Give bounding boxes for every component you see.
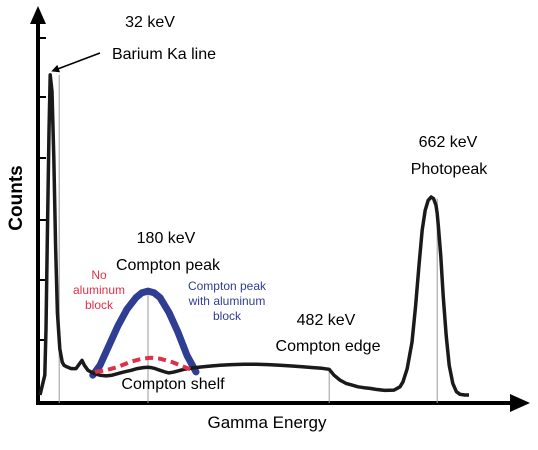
compton-peak-energy-label: 180 keV: [137, 230, 196, 247]
no-aluminum-label-line-3: block: [85, 298, 114, 312]
x-axis-title: Gamma Energy: [207, 413, 327, 432]
series-with-aluminum: [89, 287, 200, 379]
with-aluminum-label: Compton peak with aluminum block: [188, 279, 267, 323]
no-aluminum-label: No aluminum block: [73, 268, 125, 312]
x-axis-arrowhead: [510, 394, 530, 412]
photopeak-energy-label: 662 keV: [419, 134, 478, 151]
barium-pointer-arrow: [51, 52, 101, 73]
no-aluminum-label-line-2: aluminum: [73, 283, 125, 297]
with-aluminum-label-line-2: with aluminum: [188, 294, 266, 308]
compton-shelf-label: Compton shelf: [121, 376, 225, 393]
compton-peak-name-label: Compton peak: [116, 257, 221, 274]
y-axis-arrowhead: [30, 6, 46, 24]
barium-energy-label: 32 keV: [125, 14, 175, 31]
y-axis-ticks: [38, 37, 46, 341]
photopeak-name-label: Photopeak: [411, 161, 489, 178]
compton-edge-name-label: Compton edge: [276, 338, 381, 355]
with-aluminum-label-line-3: block: [213, 309, 242, 323]
series-no-aluminum: [94, 355, 194, 374]
compton-edge-energy-label: 482 keV: [297, 312, 356, 329]
peak-marker-lines: [58, 74, 438, 403]
series-spectrum: [38, 73, 469, 397]
y-axis-title: Counts: [6, 165, 27, 230]
no-aluminum-label-line-1: No: [91, 268, 107, 282]
with-aluminum-label-line-1: Compton peak: [188, 279, 267, 293]
barium-name-label: Barium Ka line: [112, 46, 216, 63]
